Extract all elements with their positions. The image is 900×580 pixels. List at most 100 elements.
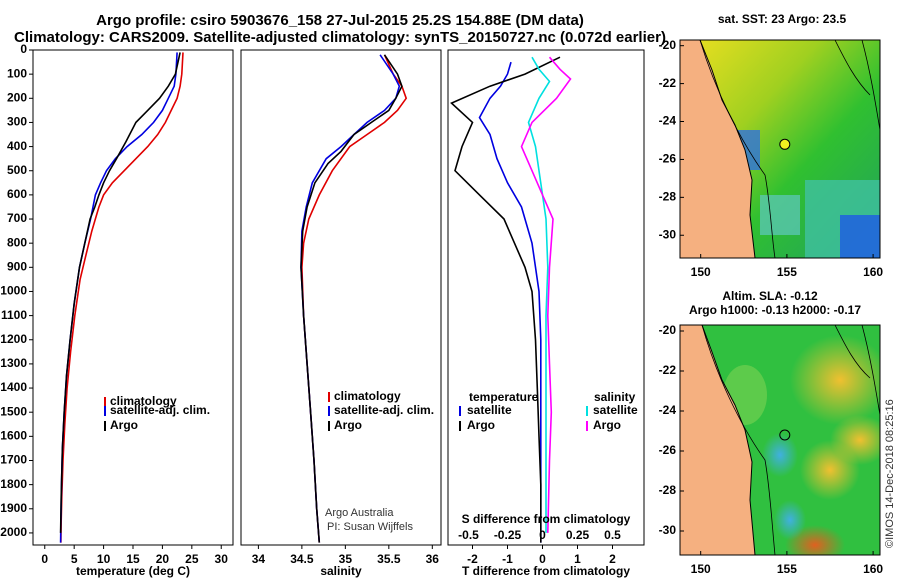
difference-xlabel: T difference from climatology [462,564,630,578]
y-tick-label: 1100 [1,308,27,322]
difference-axes-frame [447,49,645,546]
x-tick-label: 36 [426,552,440,566]
y-tick-label: 700 [7,211,27,225]
y-tick-label: 1900 [0,501,27,515]
salinity-panel: 34 34.5 35 35.5 36 salinity climatology sate… [240,49,442,578]
map-y-tick-label: -26 [659,152,677,166]
series-line-climatology [60,52,184,543]
legend-label-satellite: satellite-adj. clim. [334,403,434,417]
legend-label-satellite: satellite-adj. clim. [110,403,210,417]
map-x-tick-label: 160 [863,265,883,279]
plot-title-line2: Climatology: CARS2009. Satellite-adjuste… [14,29,666,46]
map-y-tick-label: -26 [659,443,677,457]
x-tick-label: 0 [539,552,546,566]
sla-map-field [680,325,880,555]
y-tick-label: 500 [7,163,27,177]
map-y-tick-label: -24 [659,403,677,417]
map-y-tick-label: -22 [659,76,677,90]
x-tick-label: 34.5 [290,552,314,566]
map-y-tick-label: -30 [659,523,677,537]
y-tick-label: 100 [7,66,27,80]
x-tick-label: 25 [185,552,199,566]
x-tick-label: 35 [339,552,353,566]
credit-line-2: PI: Susan Wijffels [327,521,413,533]
y-tick-label: 0 [20,42,27,56]
map-x-tick-label: 155 [777,562,797,576]
map-x-tick-label: 150 [691,265,711,279]
y-tick-label: 1300 [0,356,27,370]
legend-label-s-argo: Argo [593,418,621,432]
x-tick-label: 20 [156,552,170,566]
y-tick-label: 1200 [0,332,27,346]
difference-top-xlabel: S difference from climatology [462,512,631,526]
series-line-climatology [301,54,408,543]
top-x-tick-label: 0 [539,528,546,542]
y-tick-label: 400 [7,139,27,153]
x-tick-label: 35.5 [377,552,401,566]
imos-timestamp: ©IMOS 14-Dec-2018 08:25:16 [884,399,896,548]
legend-label-t-argo: Argo [467,418,495,432]
sla-map-panel: Altim. SLA: -0.12 Argo h1000: -0.13 h200… [659,289,884,576]
map-y-tick-label: -30 [659,227,677,241]
salinity-xlabel: salinity [320,564,362,578]
y-tick-label: 800 [7,235,27,249]
y-tick-label: 1600 [0,429,27,443]
map-y-tick-label: -28 [659,483,677,497]
sla-map-title: Altim. SLA: -0.12 [722,289,818,303]
sst-map-panel: sat. SST: 23 Argo: 23.5 150 155 160 -20 -22 -… [659,12,884,279]
series-line-satellite-adj-clim- [300,54,401,543]
salinity-axes-frame [240,49,442,546]
y-tick-label: 900 [7,259,27,273]
argo-float-marker [779,429,791,441]
y-tick-label: 1500 [0,404,27,418]
x-tick-label: -1 [502,552,513,566]
x-tick-label: 34 [252,552,266,566]
y-tick-label: 2000 [0,525,27,539]
credit-line-1: Argo Australia [325,507,394,519]
top-x-tick-label: -0.5 [458,528,479,542]
x-tick-label: 10 [97,552,111,566]
series-line-s-argo [520,56,572,533]
series-line-t-argo [450,56,561,543]
y-tick-label: 600 [7,187,27,201]
temperature-legend: climatology satellite-adj. clim. Argo [104,394,210,432]
series-line-argo [59,52,181,533]
sst-map-field [680,40,880,258]
top-x-tick-label: 0.25 [566,528,590,542]
difference-legend: temperature satellite Argo salinity sate… [459,390,638,432]
sla-map-subtitle: Argo h1000: -0.13 h2000: -0.17 [689,303,861,317]
map-y-tick-label: -20 [659,323,677,337]
x-tick-label: 2 [609,552,616,566]
map-y-tick-label: -24 [659,114,677,128]
x-tick-label: 15 [126,552,140,566]
map-y-tick-label: -28 [659,190,677,204]
map-x-tick-label: 155 [777,265,797,279]
legend-label-t-satellite: satellite [467,403,512,417]
legend-title-temperature: temperature [469,390,539,404]
legend-label-argo: Argo [110,418,138,432]
legend-label-argo: Argo [334,418,362,432]
australia-coastline [680,325,756,555]
salinity-legend: climatology satellite-adj. clim. Argo [328,389,434,432]
top-x-tick-label: -0.25 [494,528,522,542]
difference-panel: -2 -1 0 1 2 T difference from climatology S … [447,49,645,578]
y-tick-label: 300 [7,115,27,129]
y-tick-label: 200 [7,90,27,104]
x-tick-label: 0 [41,552,48,566]
legend-label-s-satellite: satellite [593,403,638,417]
map-x-tick-label: 160 [863,562,883,576]
map-y-tick-label: -20 [659,38,677,52]
argo-float-marker [779,138,791,150]
x-tick-label: 5 [71,552,78,566]
legend-label-climatology: climatology [110,394,177,408]
plot-title-line1: Argo profile: csiro 5903676_158 27-Jul-2… [96,12,584,29]
map-x-tick-label: 150 [691,562,711,576]
temperature-panel: 0 5 10 15 20 25 300100200300400500600700800900… [0,42,234,578]
legend-title-salinity: salinity [594,390,636,404]
x-tick-label: 1 [574,552,581,566]
y-tick-label: 1000 [0,284,27,298]
legend-label-climatology: climatology [334,389,401,403]
australia-coastline [680,40,756,258]
series-line-argo [300,54,403,543]
